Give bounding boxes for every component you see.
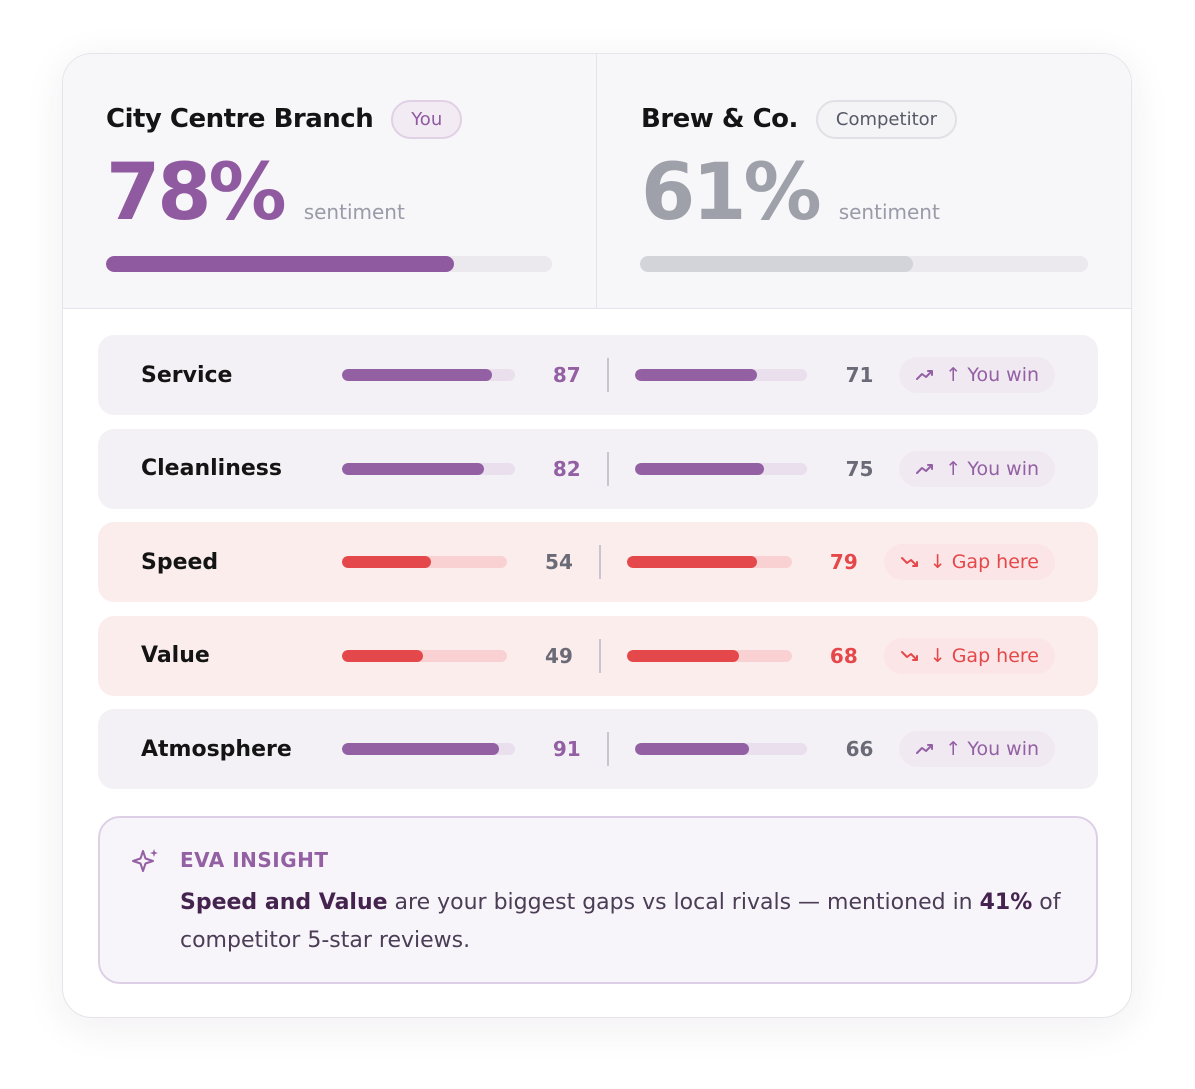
metric-value: 87 <box>552 363 581 387</box>
metric-value: 91 <box>552 737 581 761</box>
metric-value: 54 <box>545 550 573 574</box>
score: 61% <box>641 148 822 238</box>
metric-track <box>634 462 808 475</box>
metric-bar <box>634 462 765 475</box>
metric-value: 49 <box>545 643 573 668</box>
status-text: ↓ Gap here <box>929 644 1039 667</box>
insight-span: of competitor 5-star reviews. <box>180 890 1061 953</box>
insight-box: EVA INSIGHT Speed and Value are your big… <box>98 816 1098 984</box>
metric-row: Atmosphere 91 66 ↑ You win <box>98 709 1098 789</box>
metric-label: Value <box>141 643 210 668</box>
divider <box>606 358 609 392</box>
status-badge: ↓ Gap here <box>883 637 1055 674</box>
status-text: ↓ Gap here <box>929 551 1039 573</box>
insight-text: Speed and Value are your biggest gaps vs… <box>180 884 1070 960</box>
metric-track <box>626 556 792 568</box>
metric-track <box>342 743 515 755</box>
status-text: ↑ You win <box>945 364 1040 386</box>
metric-label: Cleanliness <box>141 456 282 481</box>
metric-bar <box>342 369 493 381</box>
metric-bar <box>342 649 423 662</box>
metric-track <box>342 369 515 381</box>
metric-track <box>626 649 792 662</box>
score-row: 78% sentiment <box>106 148 553 238</box>
divider <box>598 545 601 579</box>
insight-emphasis: 41% <box>979 890 1033 915</box>
score-bar <box>106 256 454 272</box>
you-panel: City Centre Branch You 78% sentiment <box>63 54 596 308</box>
score-caption: sentiment <box>303 200 405 224</box>
status-badge: ↑ You win <box>899 450 1056 487</box>
score-bar <box>640 256 914 272</box>
sparkle-icon <box>132 849 158 872</box>
score: 78% <box>106 148 287 238</box>
trend-icon <box>900 650 918 661</box>
metric-track <box>342 649 507 662</box>
status-badge: ↑ You win <box>899 357 1056 393</box>
metric-track <box>634 369 808 381</box>
metric-bar <box>634 743 749 755</box>
score-track <box>106 256 552 272</box>
insight-emphasis: Speed and Value <box>180 890 388 915</box>
trend-icon <box>916 370 934 380</box>
comparison-card: City Centre Branch You 78% sentiment Brew &… <box>62 53 1132 1018</box>
competitor-panel: Brew & Co. Competitor 61% sentiment <box>596 54 1131 308</box>
metric-track <box>342 556 507 568</box>
metric-row: Speed 54 79 ↓ Gap here <box>98 522 1098 602</box>
role-badge: Competitor <box>815 99 958 139</box>
status-badge: ↓ Gap here <box>883 544 1055 580</box>
metric-value: 66 <box>845 737 874 761</box>
metric-label: Atmosphere <box>141 736 292 762</box>
metric-track <box>342 462 515 475</box>
trend-icon <box>916 744 934 754</box>
divider <box>598 638 601 673</box>
header: City Centre Branch You 78% sentiment Brew &… <box>63 54 1131 309</box>
branch-name: Brew & Co. <box>641 104 798 134</box>
status-text: ↑ You win <box>945 457 1040 480</box>
role-badge: You <box>391 99 463 139</box>
divider <box>606 732 609 766</box>
insight-title: EVA INSIGHT <box>180 848 329 872</box>
metric-row: Value 49 68 ↓ Gap here <box>98 615 1098 696</box>
metric-track <box>634 743 808 755</box>
metric-bar <box>342 556 432 568</box>
metric-bar <box>626 649 739 662</box>
insight-span: are your biggest gaps vs local rivals — … <box>387 890 980 915</box>
metric-row: Cleanliness 82 75 ↑ You win <box>98 428 1098 509</box>
metric-rows: Service 87 71 ↑ You win Cleanliness 82 75 ↑ You… <box>98 335 1098 803</box>
metric-bar <box>626 556 758 568</box>
metric-label: Speed <box>141 549 219 575</box>
metric-row: Service 87 71 ↑ You win <box>98 335 1098 415</box>
status-text: ↑ You win <box>945 738 1040 760</box>
metric-value: 75 <box>845 456 874 481</box>
trend-icon <box>916 463 934 474</box>
status-badge: ↑ You win <box>899 731 1056 767</box>
metric-label: Service <box>141 362 233 388</box>
metric-value: 79 <box>829 550 858 574</box>
divider <box>606 451 609 486</box>
trend-icon <box>900 557 918 567</box>
metric-bar <box>342 743 500 755</box>
metric-bar <box>634 369 758 381</box>
score-row: 61% sentiment <box>641 148 1088 238</box>
metric-value: 68 <box>829 643 858 668</box>
metric-value: 82 <box>552 456 581 481</box>
branch-name: City Centre Branch <box>106 104 374 134</box>
score-track <box>640 256 1088 272</box>
score-caption: sentiment <box>838 200 940 224</box>
metric-value: 71 <box>845 363 874 387</box>
metric-bar <box>342 462 484 475</box>
name-row: City Centre Branch You <box>106 98 553 140</box>
name-row: Brew & Co. Competitor <box>641 98 1088 140</box>
